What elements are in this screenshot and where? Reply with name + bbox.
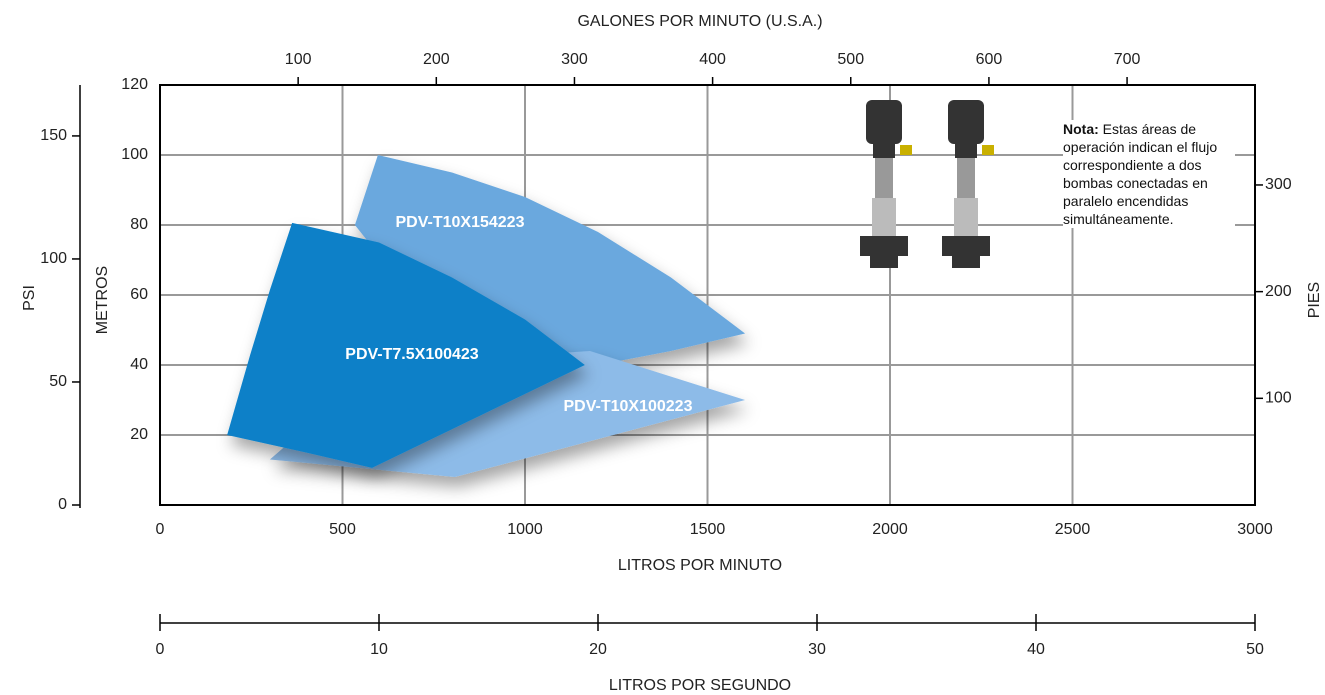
area-label: PDV-T7.5X100423 xyxy=(345,346,479,363)
x-axis-title: LITROS POR MINUTO xyxy=(618,557,782,574)
psi-axis-title: PSI xyxy=(21,285,38,311)
x-tick-label: 2500 xyxy=(1055,521,1091,538)
y-tick-label: 80 xyxy=(130,216,148,233)
note: Nota: Estas áreas de operación indican e… xyxy=(1063,120,1235,228)
psi-tick-label: 0 xyxy=(58,496,67,513)
area-label: PDV-T10X154223 xyxy=(396,214,525,231)
y-tick-label: 120 xyxy=(121,76,148,93)
x-tick-label: 1000 xyxy=(507,521,543,538)
y-tick-label: 40 xyxy=(130,356,148,373)
lps-tick-label: 0 xyxy=(156,641,165,658)
lps-tick-label: 40 xyxy=(1027,641,1045,658)
gpm-tick-label: 200 xyxy=(423,51,450,68)
x-tick-label: 1500 xyxy=(690,521,726,538)
gpm-tick-label: 300 xyxy=(561,51,588,68)
feet-tick-label: 100 xyxy=(1265,390,1292,407)
psi-tick-label: 100 xyxy=(40,250,67,267)
feet-tick-label: 200 xyxy=(1265,283,1292,300)
x-tick-label: 3000 xyxy=(1237,521,1273,538)
psi-tick-label: 150 xyxy=(40,127,67,144)
lps-axis-title: LITROS POR SEGUNDO xyxy=(609,677,791,694)
gpm-tick-label: 700 xyxy=(1114,51,1141,68)
x-tick-label: 500 xyxy=(329,521,356,538)
x-tick-label: 2000 xyxy=(872,521,908,538)
gpm-tick-label: 400 xyxy=(699,51,726,68)
note-label: Nota: xyxy=(1063,121,1099,137)
x-tick-label: 0 xyxy=(156,521,165,538)
pump-images xyxy=(860,100,994,268)
lps-tick-label: 10 xyxy=(370,641,388,658)
y-tick-label: 60 xyxy=(130,286,148,303)
note-text: Estas áreas de operación indican el fluj… xyxy=(1063,121,1218,227)
lps-tick-label: 20 xyxy=(589,641,607,658)
lps-tick-label: 50 xyxy=(1246,641,1264,658)
gpm-tick-label: 100 xyxy=(285,51,312,68)
y-tick-label: 100 xyxy=(121,146,148,163)
y-axis-title: METROS xyxy=(94,266,111,334)
y-tick-label: 20 xyxy=(130,426,148,443)
feet-axis-title: PIES xyxy=(1306,282,1323,318)
area-label: PDV-T10X100223 xyxy=(564,398,693,415)
gpm-tick-label: 600 xyxy=(976,51,1003,68)
feet-tick-label: 300 xyxy=(1265,176,1292,193)
plot-border xyxy=(159,84,1256,506)
gpm-axis-title: GALONES POR MINUTO (U.S.A.) xyxy=(577,13,822,30)
lps-tick-label: 30 xyxy=(808,641,826,658)
gpm-tick-label: 500 xyxy=(837,51,864,68)
area xyxy=(227,222,585,468)
psi-tick-label: 50 xyxy=(49,373,67,390)
